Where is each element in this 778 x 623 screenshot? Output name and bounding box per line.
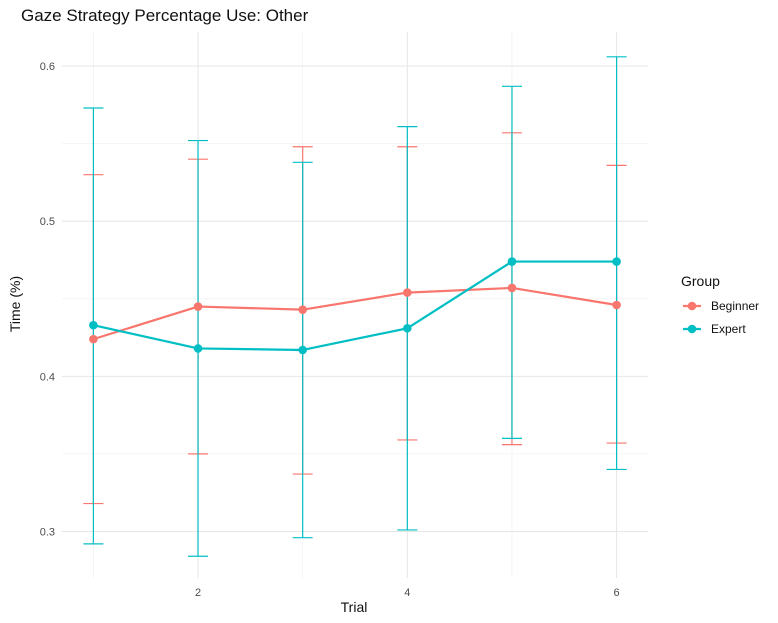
beginner-data-point (507, 283, 517, 293)
error-bars (83, 56, 627, 557)
legend-label-beginner: Beginner (711, 299, 759, 313)
chart-title: Gaze Strategy Percentage Use: Other (21, 6, 309, 25)
beginner-data-point (298, 305, 307, 314)
minor-gridlines (62, 32, 648, 578)
expert-data-point (507, 257, 517, 266)
y-tick-label: 0.5 (40, 216, 55, 228)
y-tick-labels: 0.3 0.4 0.5 0.6 (40, 61, 55, 538)
expert-data-point (89, 320, 98, 330)
legend-title: Group (681, 273, 720, 289)
major-gridlines (62, 32, 648, 578)
series-lines (93, 260, 617, 352)
beginner-data-point (193, 302, 203, 311)
x-tick-labels: 2 4 6 (195, 587, 620, 599)
y-tick-label: 0.4 (40, 371, 55, 383)
expert-data-point (403, 323, 412, 333)
x-tick-label: 4 (404, 587, 410, 599)
legend-key-expert-point (687, 324, 697, 334)
expert-data-point (612, 257, 621, 266)
beginner-data-point (403, 288, 412, 297)
legend-label-expert: Expert (711, 322, 746, 336)
y-tick-label: 0.3 (40, 526, 55, 538)
expert-data-point (193, 344, 203, 353)
x-tick-label: 6 (614, 587, 620, 599)
x-axis-title: Trial (341, 599, 368, 615)
expert-data-point (298, 345, 307, 355)
beginner-series-line (93, 286, 617, 341)
y-tick-label: 0.6 (40, 61, 55, 73)
y-axis-title: Time (%) (7, 276, 23, 332)
beginner-data-point (612, 300, 621, 310)
series-points (89, 257, 621, 355)
expert-series-line (93, 260, 617, 352)
legend: Group Beginner Expert (681, 273, 759, 336)
legend-key-beginner-point (687, 301, 697, 311)
beginner-data-point (89, 334, 98, 344)
x-tick-label: 2 (195, 587, 201, 599)
